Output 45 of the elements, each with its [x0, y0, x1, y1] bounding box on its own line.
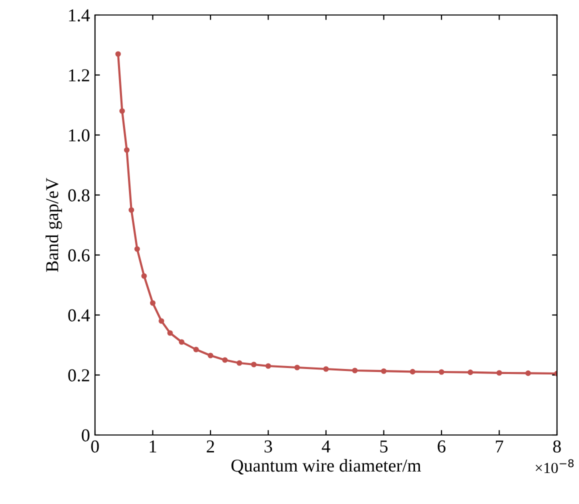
x-tick-label: 1	[150, 440, 156, 452]
point	[128, 207, 134, 213]
y-tick-label: 0.6	[68, 249, 90, 262]
y-tick-label: 0	[82, 429, 90, 442]
point	[193, 346, 199, 352]
point	[251, 362, 257, 368]
x-axis-title: Quantum wire diameter/m	[231, 459, 421, 474]
x-tick-label: 0	[91, 440, 99, 453]
point	[119, 108, 125, 114]
y-axis-title: Band gap/eV	[46, 178, 62, 272]
point	[208, 352, 214, 358]
y-tick-label: 0.8	[68, 189, 90, 202]
point	[115, 51, 121, 57]
point	[496, 370, 502, 376]
point	[141, 273, 147, 279]
y-tick-label: 0.2	[68, 369, 90, 382]
text: ×10$^{−8}$	[536, 459, 574, 474]
y-tick-label: 1.0	[69, 129, 90, 142]
point	[525, 370, 531, 376]
point	[222, 357, 228, 363]
point	[236, 360, 242, 366]
x-tick-label: 2	[206, 440, 214, 452]
y-tick-label: 1.2	[69, 69, 90, 82]
point	[410, 368, 416, 374]
point	[323, 366, 329, 372]
point	[178, 339, 184, 345]
point	[134, 246, 140, 252]
point	[352, 368, 358, 374]
point	[158, 318, 164, 324]
x-tick-label: 5	[380, 440, 388, 453]
point	[167, 330, 173, 336]
point	[265, 363, 272, 369]
point	[294, 364, 300, 370]
x-tick-label: 8	[553, 440, 561, 453]
y-tick-label: 1.4	[69, 9, 90, 22]
x-tick-label: 7	[496, 440, 504, 452]
x-tick-label: 6	[438, 440, 446, 453]
point	[438, 369, 444, 375]
point	[468, 370, 474, 376]
x-tick-label: 4	[322, 440, 330, 452]
x-tick-label: 3	[264, 440, 272, 453]
point	[380, 368, 387, 374]
y-tick-label: 0.4	[68, 309, 90, 322]
point	[150, 300, 156, 306]
point	[124, 147, 130, 153]
